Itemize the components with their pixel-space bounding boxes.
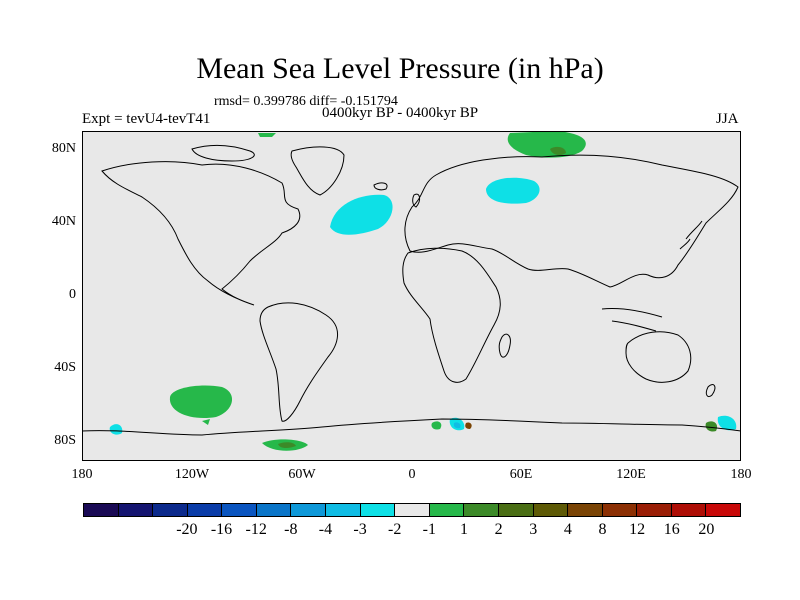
colorbar-label: -1	[422, 521, 436, 538]
colorbar-cell	[498, 504, 534, 516]
lat-label: 80N	[51, 141, 76, 156]
colorbar-label: 16	[663, 521, 680, 538]
colorbar-label: 8	[598, 521, 607, 538]
colorbar-label: 2	[494, 521, 503, 538]
colorbar-cell	[602, 504, 638, 516]
stats-text: rmsd= 0.399786 diff= -0.151794	[214, 94, 398, 109]
anomaly-south-pacific-high	[169, 385, 233, 419]
anomaly-fills	[109, 131, 737, 451]
experiment-label: Expt = tevU4-tevT41	[82, 111, 211, 127]
colorbar-label: -2	[388, 521, 402, 538]
anomaly-far-east-low	[717, 415, 737, 431]
colorbar-cell	[706, 504, 740, 516]
anomaly-east-antarctic-core	[453, 422, 461, 429]
colorbar-cell	[256, 504, 292, 516]
coast-new-zealand	[705, 384, 716, 398]
anomaly-dronning-maud-patch	[465, 422, 472, 429]
subtitle: 0400kyr BP - 0400kyr BP	[322, 105, 479, 121]
anomaly-small-patch	[202, 419, 210, 425]
coast-indonesia	[601, 308, 663, 332]
colorbar-label: -12	[245, 521, 267, 538]
colorbar-label: -20	[176, 521, 198, 538]
anomaly-siberia-low	[486, 177, 540, 204]
colorbar-cell	[222, 504, 257, 516]
coast-greenland	[290, 146, 345, 196]
anomaly-arctic-core	[550, 146, 566, 156]
colorbar-label: 3	[529, 521, 538, 538]
colorbar-label: 12	[629, 521, 646, 538]
anomaly-amundsen-low	[109, 424, 123, 435]
colorbar-cell	[187, 504, 223, 516]
colorbar-cell	[84, 504, 119, 516]
coast-iceland	[373, 182, 388, 191]
colorbar-cell	[671, 504, 707, 516]
lon-label: 0	[408, 467, 416, 482]
colorbar-cell	[326, 504, 361, 516]
colorbar-label: -8	[284, 521, 298, 538]
colorbar-cell	[533, 504, 569, 516]
lat-label: 0	[69, 287, 76, 302]
lon-label: 180	[71, 467, 93, 482]
map-frame	[82, 131, 741, 461]
colorbar-label: -3	[353, 521, 367, 538]
coast-south-america	[259, 302, 338, 422]
colorbar-label: 1	[459, 521, 468, 538]
coastlines	[82, 144, 741, 436]
colorbar-label: 20	[698, 521, 715, 538]
colorbar-cell	[291, 504, 327, 516]
lat-label: 40S	[54, 360, 76, 375]
coast-africa	[402, 247, 501, 383]
colorbar-label: -16	[210, 521, 233, 538]
colorbar-cell	[395, 504, 430, 516]
coast-antarctica	[82, 418, 741, 436]
coast-north-america	[101, 161, 301, 306]
coast-uk	[412, 193, 421, 208]
season-label: JJA	[716, 111, 739, 127]
colorbar-label: 4	[563, 521, 572, 538]
anomaly-far-east-high	[705, 421, 718, 432]
anomaly-weddell-high	[431, 421, 442, 430]
colorbar-label: -4	[318, 521, 333, 538]
anomaly-arctic-strip	[258, 133, 276, 137]
lon-label: 120W	[174, 467, 210, 482]
lon-label: 120E	[616, 467, 646, 482]
colorbar-cell	[568, 504, 603, 516]
coast-arctic-islands	[191, 144, 255, 162]
lat-label: 80S	[54, 433, 76, 448]
colorbar-cell	[429, 504, 465, 516]
colorbar	[83, 503, 741, 517]
coast-australia	[625, 331, 692, 383]
coast-madagascar	[498, 333, 511, 358]
coast-eurasia	[404, 154, 739, 288]
colorbar-cell	[637, 504, 672, 516]
colorbar-cell	[464, 504, 499, 516]
lon-label: 60W	[288, 467, 316, 482]
anomaly-ross-sea-core	[278, 442, 296, 449]
anomaly-north-atlantic-low	[330, 194, 393, 235]
coast-japan	[679, 220, 703, 250]
colorbar-cell	[153, 504, 188, 516]
lon-label: 180	[730, 467, 752, 482]
colorbar-cell	[360, 504, 396, 516]
chart-title: Mean Sea Level Pressure (in hPa)	[196, 52, 604, 85]
anomaly-arctic-high	[507, 131, 586, 158]
lat-label: 40N	[51, 214, 76, 229]
colorbar-cell	[118, 504, 154, 516]
world-map	[82, 131, 741, 461]
lon-label: 60E	[509, 467, 533, 482]
